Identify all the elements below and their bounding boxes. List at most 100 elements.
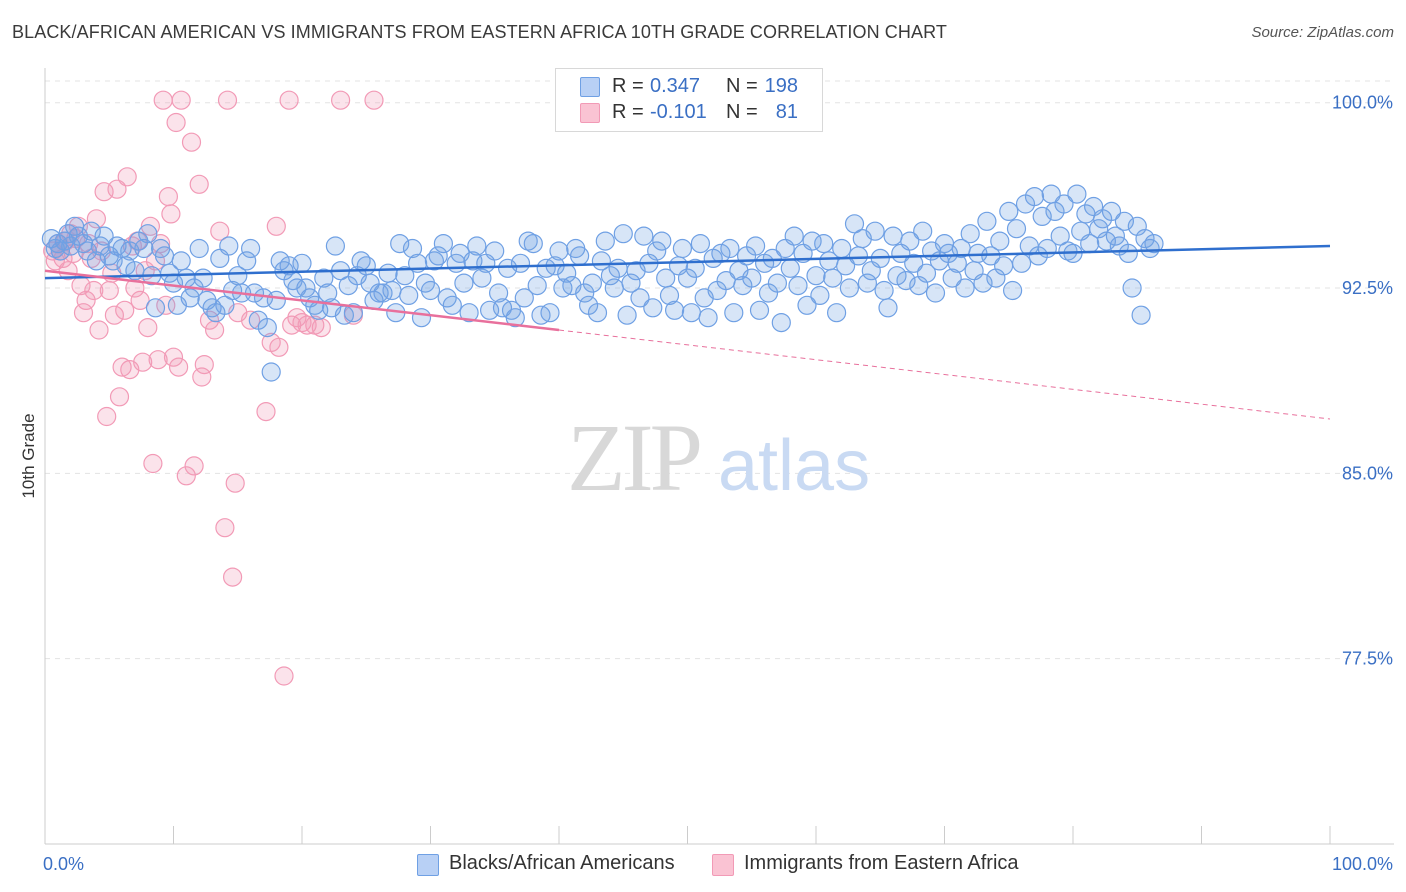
data-point — [107, 236, 127, 256]
y-tick-label-3: 77.5% — [1342, 649, 1393, 669]
data-point — [630, 288, 650, 308]
data-point — [878, 298, 898, 318]
data-point — [604, 278, 624, 298]
data-point — [826, 303, 847, 323]
data-point — [1131, 305, 1151, 325]
data-point — [215, 295, 235, 315]
data-point — [241, 310, 261, 330]
data-point — [390, 234, 410, 254]
data-point — [343, 303, 363, 323]
data-point — [58, 261, 78, 281]
series-points-0 — [41, 184, 1164, 382]
data-point — [681, 303, 702, 323]
data-point — [314, 268, 334, 288]
data-point — [806, 266, 826, 286]
data-point — [171, 251, 191, 271]
legend-swatch-immigrants — [580, 103, 600, 123]
data-point — [883, 226, 903, 246]
data-point — [210, 221, 230, 241]
data-point — [955, 278, 975, 298]
data-point — [297, 315, 317, 335]
data-point — [378, 263, 398, 283]
trend-line-1 — [44, 269, 560, 332]
data-point — [677, 268, 698, 288]
data-point — [112, 357, 132, 377]
data-point — [266, 290, 286, 310]
data-point — [382, 280, 402, 301]
data-point — [148, 350, 168, 370]
data-point — [549, 241, 569, 261]
legend-n-value: 198 — [764, 75, 798, 97]
legend-label-blacks: Blacks/African Americans — [449, 852, 675, 874]
data-point — [163, 347, 184, 367]
data-point — [664, 300, 685, 320]
watermark-zip: ZIP — [567, 404, 700, 511]
legend-swatch-blacks — [417, 854, 439, 876]
trend-line-dashed-1 — [558, 329, 1331, 420]
trend-line-0 — [44, 244, 1331, 280]
trend-lines — [44, 244, 1331, 420]
data-point — [184, 456, 204, 476]
data-point — [467, 236, 487, 256]
data-point — [835, 256, 856, 276]
data-points — [41, 90, 1164, 686]
data-point — [399, 285, 419, 305]
data-point — [454, 273, 474, 293]
data-point — [176, 466, 196, 486]
data-point — [199, 310, 220, 330]
data-point — [325, 236, 345, 256]
data-point — [189, 238, 209, 259]
data-point — [472, 268, 492, 288]
data-point — [900, 231, 920, 251]
data-point — [169, 357, 189, 377]
y-tick-label-1: 92.5% — [1342, 278, 1393, 298]
data-point — [977, 211, 997, 231]
data-point — [1050, 226, 1070, 246]
data-point — [331, 90, 351, 110]
data-point — [269, 337, 289, 357]
data-point — [797, 295, 817, 315]
correlation-legend: R = 0.347 N = 198 R = -0.101 N = 81 — [555, 68, 823, 132]
data-point — [485, 241, 505, 261]
data-point — [582, 273, 603, 293]
data-point — [107, 179, 127, 199]
data-point — [296, 278, 316, 298]
data-point — [724, 303, 744, 323]
data-point — [993, 256, 1014, 276]
data-point — [749, 300, 770, 320]
data-point — [617, 305, 637, 325]
x-ticks — [173, 826, 1331, 844]
data-point — [925, 283, 946, 303]
data-point — [810, 285, 830, 305]
data-point — [569, 246, 590, 266]
x-tick-labels: 0.0% 100.0% — [43, 854, 1393, 874]
data-point — [154, 246, 175, 266]
data-point — [634, 226, 654, 246]
data-point — [999, 201, 1019, 221]
data-point — [292, 253, 312, 273]
data-point — [1024, 187, 1045, 207]
data-point — [215, 518, 235, 538]
chart-title: BLACK/AFRICAN AMERICAN VS IMMIGRANTS FRO… — [12, 22, 947, 42]
data-point — [225, 473, 245, 493]
data-point — [802, 231, 822, 251]
data-point — [117, 167, 137, 187]
data-point — [76, 290, 96, 310]
data-point — [171, 90, 191, 110]
y-tick-label-0: 100.0% — [1332, 93, 1393, 113]
data-point — [1122, 278, 1142, 298]
data-point — [279, 90, 299, 110]
data-point — [395, 266, 415, 286]
data-point — [116, 256, 136, 276]
data-point — [274, 666, 294, 686]
data-point — [767, 273, 788, 293]
data-point — [73, 303, 94, 323]
data-point — [587, 303, 608, 323]
data-point — [690, 234, 711, 254]
y-tick-labels: 100.0% 92.5% 85.0% 77.5% — [1332, 93, 1393, 669]
data-point — [50, 241, 71, 261]
data-point — [874, 280, 894, 301]
axes — [44, 68, 1394, 845]
data-point — [237, 251, 257, 271]
data-point — [194, 355, 214, 375]
